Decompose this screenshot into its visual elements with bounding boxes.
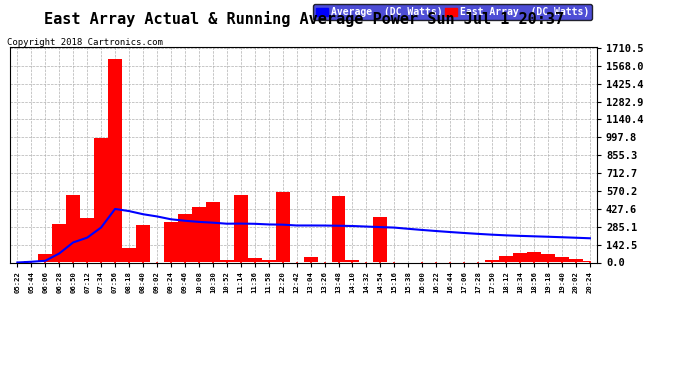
Legend: Average  (DC Watts), East Array  (DC Watts): Average (DC Watts), East Array (DC Watts… bbox=[313, 4, 592, 20]
Text: Copyright 2018 Cartronics.com: Copyright 2018 Cartronics.com bbox=[7, 38, 163, 47]
Text: East Array Actual & Running Average Power Sun Jul 1 20:37: East Array Actual & Running Average Powe… bbox=[43, 11, 564, 27]
